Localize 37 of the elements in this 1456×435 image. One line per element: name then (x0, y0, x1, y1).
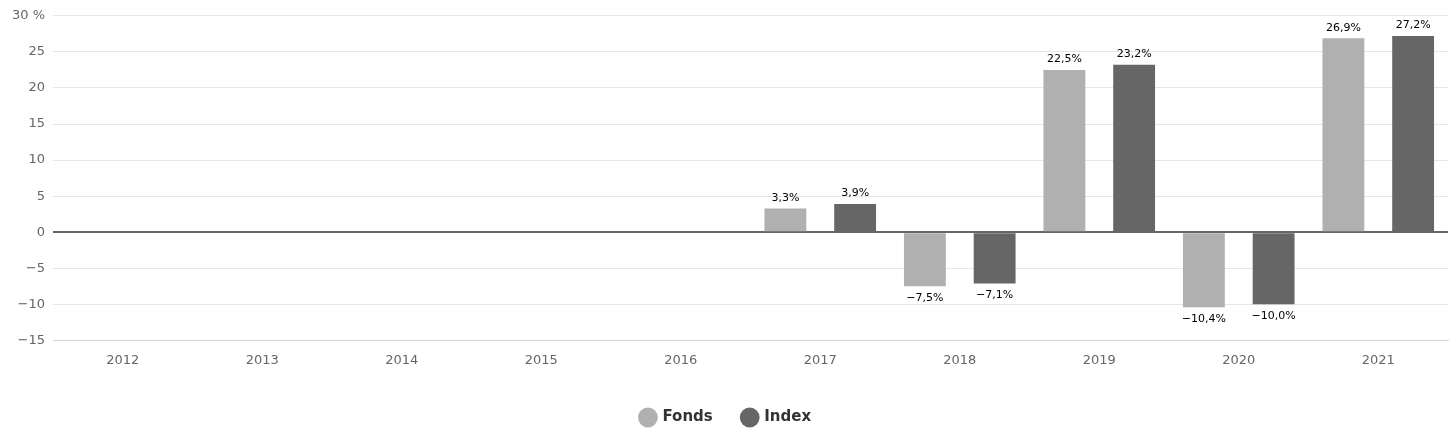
y-tick-label: 5 (36, 187, 46, 203)
data-label: 3,3% (771, 190, 800, 204)
y-tick-label: −5 (25, 259, 46, 275)
x-tick-label: 2015 (524, 351, 558, 367)
x-tick-label: 2012 (106, 351, 140, 367)
y-tick-label: 25 (28, 43, 46, 59)
y-tick-label: 30 % (12, 7, 46, 23)
data-label: 27,2% (1395, 18, 1431, 32)
bar (764, 208, 807, 232)
bar (1043, 69, 1086, 232)
y-tick-label: 20 (28, 79, 46, 95)
y-tick-label: −15 (17, 331, 46, 347)
x-tick-label: 2017 (803, 351, 837, 367)
x-tick-label: 2014 (385, 351, 419, 367)
x-tick-label: 2016 (664, 351, 698, 367)
bar (1322, 38, 1365, 232)
x-tick-label: 2020 (1222, 351, 1256, 367)
data-label: 3,9% (841, 186, 870, 200)
y-tick-label: −10 (17, 295, 46, 311)
data-label: −7,1% (976, 287, 1014, 301)
data-label: 22,5% (1046, 52, 1082, 66)
x-tick-label: 2013 (245, 351, 279, 367)
y-tick-label: 15 (28, 115, 46, 131)
y-tick-label: 10 (28, 151, 46, 167)
data-label: −10,4% (1181, 311, 1226, 325)
bar (1182, 233, 1225, 308)
y-tick-label: 0 (36, 223, 46, 239)
legend-label: Index (764, 407, 812, 426)
data-label: −7,5% (906, 290, 944, 304)
data-label: 23,2% (1116, 47, 1152, 61)
x-tick-label: 2021 (1361, 351, 1395, 367)
data-label: −10,0% (1251, 308, 1296, 322)
bar (903, 233, 946, 287)
legend-label: Fonds (662, 407, 713, 426)
data-label: 26,9% (1325, 20, 1361, 34)
x-tick-label: 2018 (943, 351, 977, 367)
x-tick-label: 2019 (1082, 351, 1116, 367)
